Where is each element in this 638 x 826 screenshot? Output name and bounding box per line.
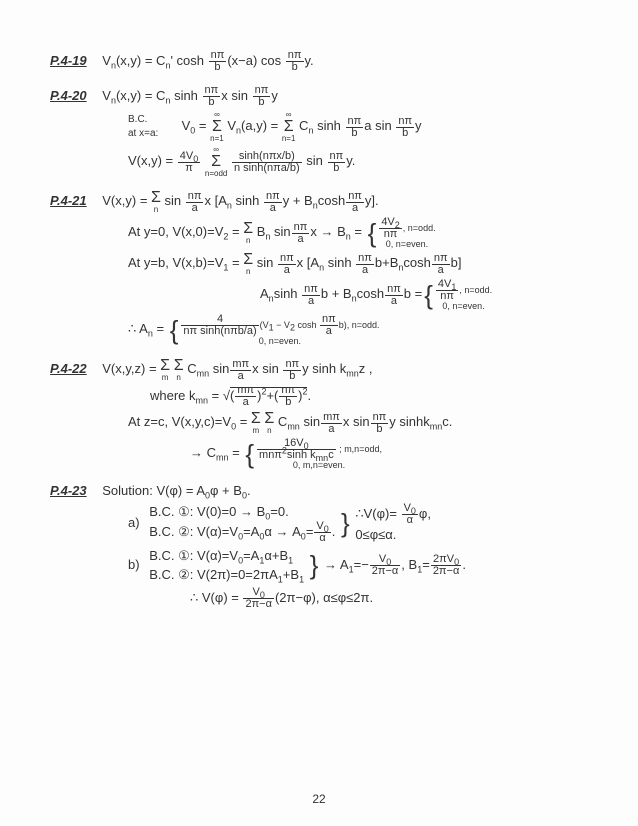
equation: Vn(x,y) = Cn' cosh nπb(x−a) cos nπby. (102, 53, 313, 68)
equation: Vn(x,y) = Cn sinh nπbx sin nπby (102, 88, 278, 103)
part-label: a) (128, 515, 140, 530)
where-clause: where kmn = √(mπa)2+(nπb)2. (150, 388, 311, 403)
problem-4-23: P.4-23 Solution: V(φ) = A0φ + B0. a) B.C… (50, 482, 598, 610)
equation: At y=b, V(x,b)=V1 = Σn sin nπax [An sinh… (128, 255, 461, 270)
equation: At y=0, V(x,0)=V2 = Σn Bn sinnπax → Bn =… (128, 224, 436, 239)
page: P.4-19 Vn(x,y) = Cn' cosh nπb(x−a) cos n… (0, 0, 638, 826)
bc-line: B.C. ①: V(α)=V0=A1α+B1 (149, 547, 304, 565)
bc-label: B.C.at x=a: (128, 113, 178, 141)
problem-4-19: P.4-19 Vn(x,y) = Cn' cosh nπb(x−a) cos n… (50, 50, 598, 73)
problem-4-21: P.4-21 V(x,y) = Σn sin nπax [An sinh nπa… (50, 190, 598, 346)
result: ∴V(φ)= V0αφ,0≤φ≤α. (355, 503, 431, 544)
problem-label: P.4-20 (50, 88, 87, 103)
brace-icon: } (341, 517, 350, 530)
equation: Ansinh nπab + Bncoshnπab ={4V1nπ, n=odd.… (260, 286, 492, 301)
bc-line: B.C. ②: V(2π)=0=2πA1+B1 (149, 566, 304, 584)
equation: V(x,y,z) = Σm Σn Cmn sinmπax sin nπby si… (102, 361, 372, 376)
part-label: b) (128, 557, 140, 572)
bc-line: B.C. ①: V(0)=0 → B0=0. (149, 503, 335, 521)
solution-header: Solution: V(φ) = A0φ + B0. (102, 483, 250, 498)
problem-label: P.4-22 (50, 361, 87, 376)
equation: → Cmn = {16V0mnπ2sinh kmnc ; m,n=odd,0, … (190, 445, 382, 460)
page-number: 22 (312, 791, 325, 808)
problem-4-20: P.4-20 Vn(x,y) = Cn sinh nπbx sin nπby B… (50, 85, 598, 178)
problem-label: P.4-21 (50, 193, 87, 208)
problem-4-22: P.4-22 V(x,y,z) = Σm Σn Cmn sinmπax sin … (50, 358, 598, 470)
equation: V(x,y) = Σn sin nπax [An sinh nπay + Bnc… (102, 193, 378, 208)
equation: V0 = ∞Σn=1 Vn(a,y) = ∞Σn=1 Cn sinh nπba … (182, 118, 422, 133)
problem-label: P.4-23 (50, 483, 87, 498)
equation: ∴ An = {4nπ sinh(nπb/a)(V1 − V2 cosh nπa… (128, 321, 379, 336)
final-result: ∴ V(φ) = V02π−α(2π−φ), α≤φ≤2π. (190, 590, 373, 605)
result: → A1=−V02π−α, B1=2πV02π−α. (324, 557, 466, 572)
equation: At z=c, V(x,y,c)=V0 = Σm Σn Cmn sinmπax … (128, 414, 452, 429)
bc-line: B.C. ②: V(α)=V0=A0α → A0=V0α. (149, 521, 335, 544)
problem-label: P.4-19 (50, 53, 87, 68)
brace-icon: } (310, 559, 319, 572)
equation: V(x,y) = 4V0π ∞Σn=odd sinh(nπx/b)n sinh(… (128, 153, 355, 168)
